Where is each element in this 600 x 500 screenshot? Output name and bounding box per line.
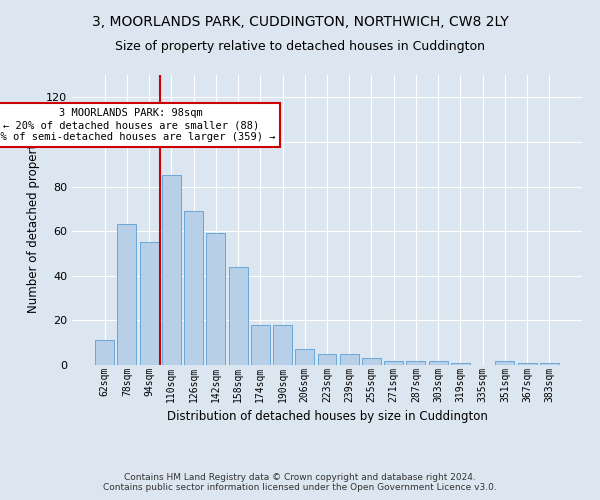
Bar — [451, 363, 470, 365]
Bar — [362, 358, 381, 365]
Text: 3, MOORLANDS PARK, CUDDINGTON, NORTHWICH, CW8 2LY: 3, MOORLANDS PARK, CUDDINGTON, NORTHWICH… — [92, 15, 508, 29]
X-axis label: Distribution of detached houses by size in Cuddington: Distribution of detached houses by size … — [167, 410, 487, 423]
Bar — [429, 360, 448, 365]
Y-axis label: Number of detached properties: Number of detached properties — [28, 127, 40, 313]
Bar — [384, 360, 403, 365]
Bar — [340, 354, 359, 365]
Bar — [140, 242, 158, 365]
Text: Size of property relative to detached houses in Cuddington: Size of property relative to detached ho… — [115, 40, 485, 53]
Bar — [95, 340, 114, 365]
Bar — [295, 350, 314, 365]
Text: Contains HM Land Registry data © Crown copyright and database right 2024.
Contai: Contains HM Land Registry data © Crown c… — [103, 473, 497, 492]
Bar — [184, 211, 203, 365]
Bar — [251, 325, 270, 365]
Text: 3 MOORLANDS PARK: 98sqm
← 20% of detached houses are smaller (88)
80% of semi-de: 3 MOORLANDS PARK: 98sqm ← 20% of detache… — [0, 108, 275, 142]
Bar — [273, 325, 292, 365]
Bar — [229, 267, 248, 365]
Bar — [206, 234, 225, 365]
Bar — [518, 363, 536, 365]
Bar — [406, 360, 425, 365]
Bar — [162, 176, 181, 365]
Bar — [540, 363, 559, 365]
Bar — [496, 360, 514, 365]
Bar — [317, 354, 337, 365]
Bar — [118, 224, 136, 365]
